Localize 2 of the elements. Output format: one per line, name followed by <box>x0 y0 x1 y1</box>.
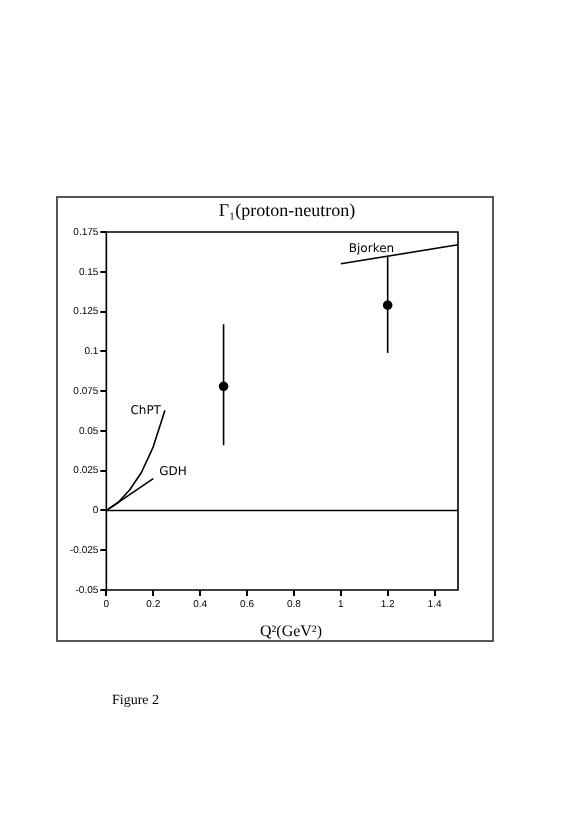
chart-title: Γ₁(proton-neutron) <box>216 200 358 220</box>
x-axis-title: Q²(GeV²) <box>257 622 324 640</box>
